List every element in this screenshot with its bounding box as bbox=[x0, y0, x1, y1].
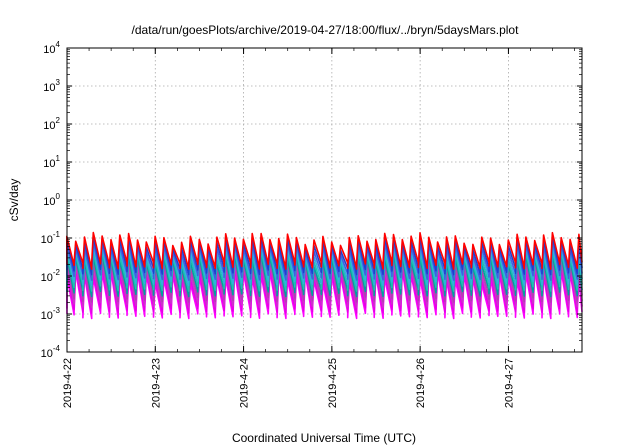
series-group bbox=[66, 231, 583, 320]
x-tick-label: 2019-4-26 bbox=[415, 358, 427, 408]
x-tick-label: 2019-4-22 bbox=[62, 358, 74, 408]
y-axis-label: cSv/day bbox=[7, 179, 21, 222]
series-line bbox=[66, 231, 583, 270]
y-tick-label: 100 bbox=[43, 192, 60, 208]
y-tick-label: 101 bbox=[43, 154, 60, 170]
y-tick-label: 10-1 bbox=[41, 230, 61, 246]
y-tick-label: 10-3 bbox=[41, 306, 61, 322]
x-axis-label: Coordinated Universal Time (UTC) bbox=[232, 431, 416, 445]
x-axis: 2019-4-22 2019-4-23 2019-4-24 2019-4-25 2019… bbox=[62, 48, 575, 408]
y-tick-label: 102 bbox=[43, 116, 60, 132]
y-tick-label: 103 bbox=[43, 78, 60, 94]
x-tick-label: 2019-4-25 bbox=[327, 358, 339, 408]
y-axis: 10-4 10-3 10-2 10-1 100 101 102 103 104 bbox=[41, 40, 582, 360]
x-tick-label: 2019-4-23 bbox=[150, 358, 162, 408]
chart-title: /data/run/goesPlots/archive/2019-04-27/1… bbox=[132, 23, 520, 37]
y-tick-label: 104 bbox=[43, 40, 60, 56]
x-tick-label: 2019-4-24 bbox=[239, 358, 251, 408]
y-tick-label: 10-4 bbox=[41, 344, 61, 360]
x-tick-label: 2019-4-27 bbox=[503, 358, 515, 408]
y-tick-label: 10-2 bbox=[41, 268, 61, 284]
